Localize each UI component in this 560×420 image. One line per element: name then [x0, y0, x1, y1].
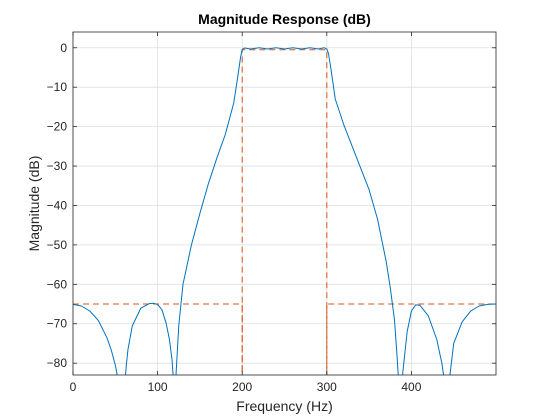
- response-line: [73, 47, 496, 375]
- grid-lines: [72, 32, 496, 375]
- y-tick-label: −40: [47, 198, 68, 212]
- y-tick-label: −60: [47, 277, 68, 291]
- x-axis-label: Frequency (Hz): [236, 398, 332, 414]
- axis-ticks: 0 100 200 300 400 0 −10 −20 −30 −40 −50 −60 −70 −80: [47, 32, 496, 394]
- plot-area: [73, 47, 496, 375]
- mask-line: [241, 49, 328, 375]
- x-tick-label: 100: [148, 380, 168, 394]
- y-tick-label: −10: [47, 80, 68, 94]
- axes-background: [73, 32, 496, 375]
- axes-box: [72, 31, 497, 376]
- x-tick-label: 300: [317, 380, 337, 394]
- y-axis-label: Magnitude (dB): [26, 156, 42, 252]
- x-tick-label: 400: [401, 380, 421, 394]
- y-tick-label: −30: [47, 159, 68, 173]
- y-tick-label: 0: [60, 41, 67, 55]
- mask-line: [326, 303, 496, 375]
- y-tick-label: −70: [47, 317, 68, 331]
- x-tick-label: 0: [70, 380, 77, 394]
- chart-title: Magnitude Response (dB): [198, 11, 371, 27]
- x-tick-label: 200: [232, 380, 252, 394]
- y-tick-label: −80: [47, 356, 68, 370]
- y-tick-label: −50: [47, 238, 68, 252]
- y-tick-label: −20: [47, 120, 68, 134]
